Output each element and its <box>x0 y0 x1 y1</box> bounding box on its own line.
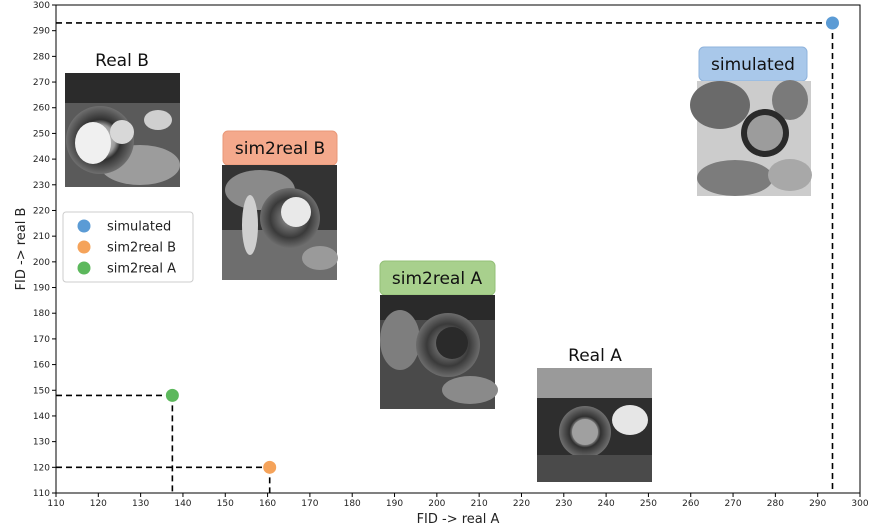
x-tick-label: 140 <box>174 499 191 509</box>
data-point-sim2real-A <box>165 388 179 402</box>
inset-sim2real-a: sim2real A <box>379 260 498 409</box>
mri-image-sim2real-a <box>380 295 498 409</box>
x-tick-label: 290 <box>809 499 826 509</box>
mri-image-real-a <box>537 368 652 482</box>
y-tick-label: 180 <box>33 309 50 319</box>
x-tick-label: 300 <box>851 499 868 509</box>
data-points <box>165 16 839 474</box>
y-tick-label: 130 <box>33 438 50 448</box>
y-tick-label: 110 <box>33 489 50 499</box>
legend-box <box>62 211 194 283</box>
x-tick-label: 210 <box>471 499 488 509</box>
inset-real-b: Real B <box>65 51 180 187</box>
x-axis-ticks: 110 120 130 140 150 160 170 180 190 200 210 220 230 2… <box>47 493 869 509</box>
x-tick-label: 110 <box>47 499 64 509</box>
data-point-simulated <box>825 16 839 30</box>
y-tick-label: 290 <box>33 27 50 37</box>
inset-title-real-a: Real A <box>568 346 622 366</box>
inset-simulated: simulated <box>690 46 812 196</box>
x-tick-label: 120 <box>90 499 107 509</box>
inset-real-a: Real A <box>537 346 652 482</box>
y-axis-ticks: 110 120 130 140 150 160 170 180 190 200 210 220 230 2… <box>33 1 56 499</box>
y-tick-label: 280 <box>33 52 50 62</box>
x-tick-label: 170 <box>301 499 318 509</box>
y-tick-label: 260 <box>33 104 50 114</box>
inset-title-sim2real-b: sim2real B <box>235 139 325 159</box>
legend-label: simulated <box>107 220 171 235</box>
inset-title-real-b: Real B <box>95 51 149 71</box>
x-tick-label: 150 <box>217 499 234 509</box>
legend-label: sim2real B <box>107 241 176 256</box>
legend-label: sim2real A <box>107 262 176 277</box>
legend: simulated sim2real B sim2real A <box>62 211 194 283</box>
mri-image-real-b <box>65 73 180 187</box>
y-tick-label: 240 <box>33 155 50 165</box>
x-tick-label: 250 <box>640 499 657 509</box>
y-tick-label: 200 <box>33 258 50 268</box>
inset-title-simulated: simulated <box>711 55 795 75</box>
data-point-sim2real-B <box>263 460 277 474</box>
y-tick-label: 170 <box>33 335 50 345</box>
y-tick-label: 230 <box>33 181 50 191</box>
y-axis-label: FID -> real B <box>14 208 29 291</box>
y-tick-label: 250 <box>33 129 50 139</box>
y-tick-label: 140 <box>33 412 50 422</box>
x-tick-label: 220 <box>513 499 530 509</box>
y-tick-label: 190 <box>33 284 50 294</box>
y-tick-label: 300 <box>33 1 50 11</box>
x-axis-label: FID -> real A <box>417 512 500 527</box>
y-tick-label: 210 <box>33 232 50 242</box>
x-tick-label: 200 <box>428 499 445 509</box>
x-tick-label: 230 <box>555 499 572 509</box>
y-tick-label: 160 <box>33 361 50 371</box>
y-tick-label: 270 <box>33 78 50 88</box>
x-tick-label: 270 <box>724 499 741 509</box>
x-tick-label: 180 <box>344 499 361 509</box>
x-tick-label: 160 <box>259 499 276 509</box>
inset-sim2real-b: sim2real B <box>222 130 338 280</box>
x-tick-label: 130 <box>132 499 149 509</box>
legend-marker <box>77 219 91 233</box>
y-tick-label: 220 <box>33 206 50 216</box>
x-tick-label: 280 <box>767 499 784 509</box>
inset-title-sim2real-a: sim2real A <box>392 269 483 289</box>
x-tick-label: 240 <box>598 499 615 509</box>
mri-image-sim2real-b <box>222 165 338 280</box>
mri-image-simulated <box>690 80 812 196</box>
legend-marker <box>77 240 91 254</box>
legend-marker <box>77 261 91 275</box>
x-tick-label: 260 <box>682 499 699 509</box>
x-tick-label: 190 <box>386 499 403 509</box>
y-tick-label: 120 <box>33 463 50 473</box>
y-tick-label: 150 <box>33 386 50 396</box>
